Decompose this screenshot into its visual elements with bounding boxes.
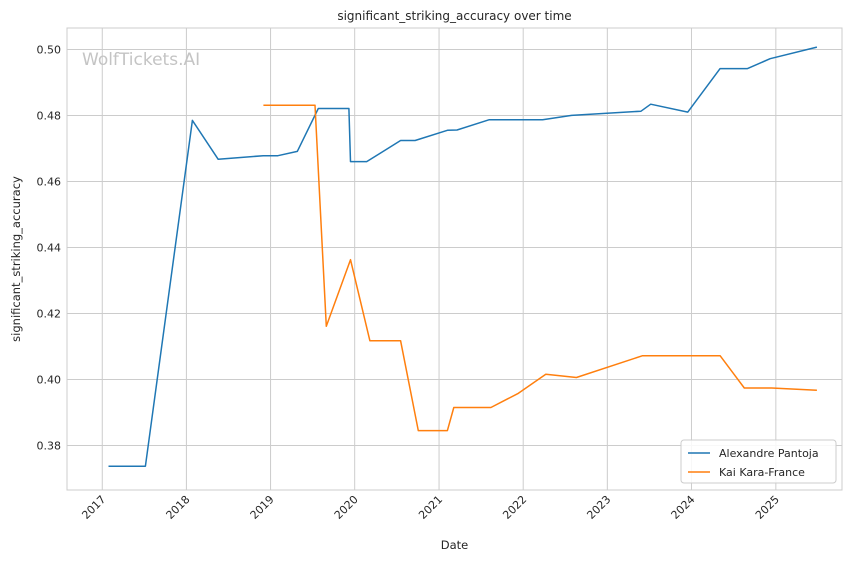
y-tick-label: 0.48 (37, 109, 62, 122)
x-axis-label: Date (441, 538, 469, 552)
legend-label: Alexandre Pantoja (719, 447, 819, 460)
legend: Alexandre Pantoja Kai Kara-France (680, 439, 837, 484)
x-tick-label: 2019 (248, 493, 277, 522)
legend-box (680, 439, 837, 484)
y-tick-label: 0.40 (37, 373, 62, 386)
series-line-0 (108, 46, 818, 467)
plot-background (67, 28, 842, 490)
y-axis-label: significant_striking_accuracy (9, 176, 23, 342)
series-line-1 (263, 104, 817, 432)
x-tick-label: 2017 (79, 493, 108, 522)
y-tick-label: 0.50 (37, 43, 62, 56)
series-lines (108, 46, 818, 467)
legend-label: Kai Kara-France (719, 466, 805, 479)
x-tick-label: 2020 (332, 493, 361, 522)
watermark-text: WolfTickets.AI (82, 50, 200, 70)
x-tick-label: 2025 (753, 493, 782, 522)
y-tick-label: 0.38 (37, 439, 62, 452)
y-tick-label: 0.42 (37, 307, 62, 320)
x-tick-label: 2021 (416, 493, 445, 522)
tick-labels: 2017 2018 2019 2020 2021 2022 2023 2024 2025 0.38… (37, 43, 782, 521)
chart-title: significant_striking_accuracy over time (337, 9, 571, 23)
x-tick-label: 2024 (669, 493, 698, 522)
plot-frame (66, 27, 843, 491)
y-tick-label: 0.46 (37, 175, 62, 188)
x-tick-label: 2022 (500, 493, 529, 522)
x-tick-label: 2018 (164, 493, 193, 522)
y-tick-label: 0.44 (37, 241, 62, 254)
x-tick-label: 2023 (584, 493, 613, 522)
